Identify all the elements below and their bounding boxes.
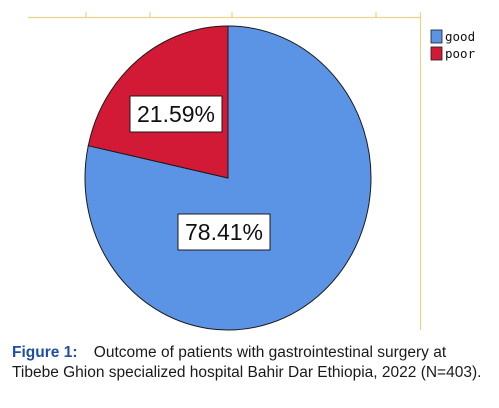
legend-swatch-good — [430, 29, 443, 44]
slice-label-text-good: 78.41% — [185, 219, 263, 245]
pie-chart: 78.41% 21.59% good poor — [28, 12, 476, 331]
figure-label: Figure — [12, 344, 60, 361]
legend-label-poor: poor — [445, 46, 476, 61]
pie-slice-good — [84, 25, 372, 331]
figure-colon: : — [72, 344, 78, 361]
figure-caption-text: Outcome of patients with gastrointestina… — [12, 344, 482, 381]
slice-label-good: 78.41% — [177, 213, 271, 251]
slice-label-box-poor — [129, 95, 223, 133]
legend-item-good: good — [430, 29, 475, 44]
legend-label-good: good — [445, 29, 475, 44]
figure-number: 1 — [63, 344, 73, 361]
slice-label-poor: 21.59% — [129, 95, 223, 133]
legend-item-poor: poor — [430, 46, 476, 61]
slice-label-text-poor: 21.59% — [137, 101, 215, 127]
figure-caption: Figure 1: Outcome of patients with gastr… — [12, 343, 490, 383]
pie-chart-svg: 78.41% 21.59% good poor — [28, 12, 476, 331]
legend-swatch-poor — [430, 46, 443, 61]
slice-label-box-good — [177, 213, 271, 251]
